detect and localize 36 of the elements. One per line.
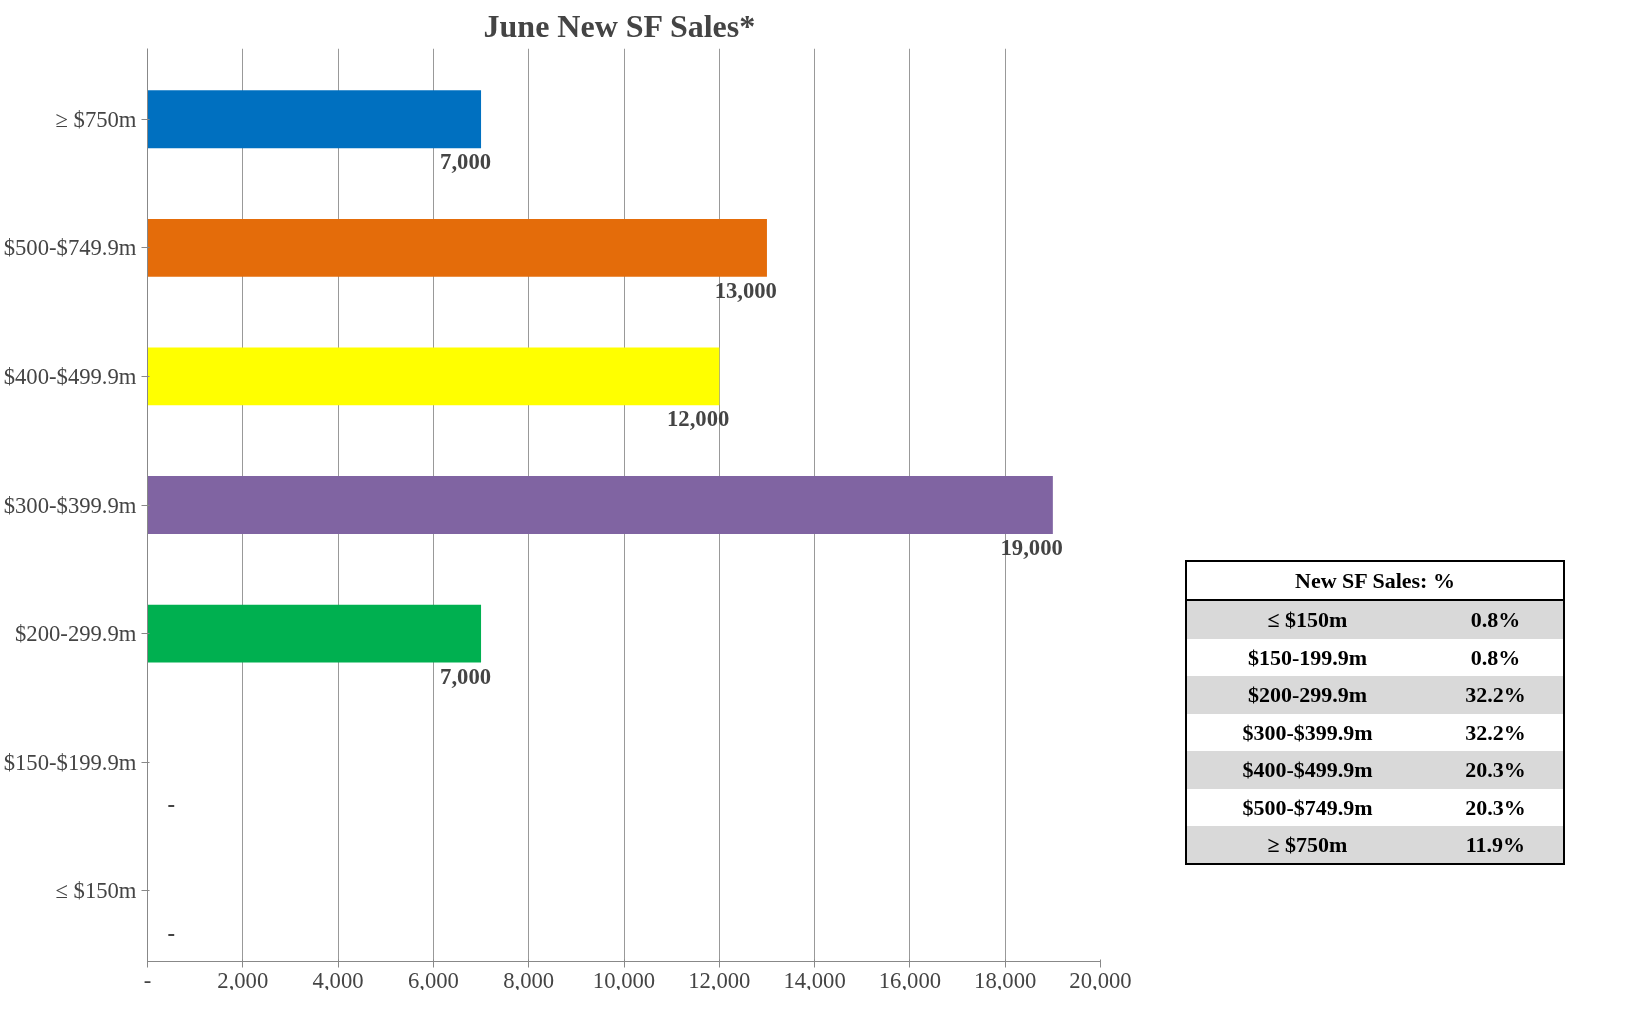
y-tick-label: $300-$399.9m bbox=[3, 492, 137, 518]
bar bbox=[147, 604, 482, 663]
text: $200-299.9m bbox=[1246, 681, 1369, 710]
text: 0.8% bbox=[1469, 606, 1522, 635]
bar bbox=[147, 90, 482, 149]
data-label: 7,000 bbox=[440, 149, 492, 175]
bar bbox=[147, 476, 1053, 534]
y-tick-label: $400-$499.9m bbox=[3, 363, 137, 389]
data-label: 7,000 bbox=[440, 663, 492, 689]
y-tick-label: $150-$199.9m bbox=[3, 749, 137, 775]
text: 0.8% bbox=[1469, 643, 1522, 672]
y-tick-label: ≥ $750m bbox=[55, 106, 137, 132]
text: $150-199.9m bbox=[1246, 643, 1369, 672]
text: 20.3% bbox=[1464, 793, 1527, 822]
data-label: 13,000 bbox=[714, 277, 777, 303]
text: 11.9% bbox=[1464, 830, 1527, 859]
chart-title: June New SF Sales* bbox=[483, 7, 756, 44]
text: ≤ $150m bbox=[1266, 606, 1349, 635]
data-label: - bbox=[167, 792, 176, 818]
y-tick-label: ≤ $150m bbox=[55, 878, 137, 904]
x-tick-label: - bbox=[143, 967, 152, 993]
data-label: - bbox=[167, 920, 176, 946]
text: $300-$399.9m bbox=[1241, 718, 1374, 747]
text: $400-$499.9m bbox=[1241, 756, 1374, 785]
text: ≥ $750m bbox=[1266, 830, 1349, 859]
text: 20.3% bbox=[1464, 756, 1527, 785]
text: 32.2% bbox=[1464, 718, 1527, 747]
data-label: 12,000 bbox=[667, 406, 730, 432]
text: $500-$749.9m bbox=[1241, 793, 1374, 822]
bar bbox=[147, 218, 767, 277]
bar bbox=[147, 347, 720, 406]
data-label: 19,000 bbox=[1000, 534, 1063, 560]
text: 32.2% bbox=[1464, 681, 1527, 710]
text: New SF Sales: % bbox=[1186, 561, 1564, 601]
y-tick-label: $200-299.9m bbox=[15, 621, 137, 647]
y-tick-label: $500-$749.9m bbox=[3, 235, 137, 261]
